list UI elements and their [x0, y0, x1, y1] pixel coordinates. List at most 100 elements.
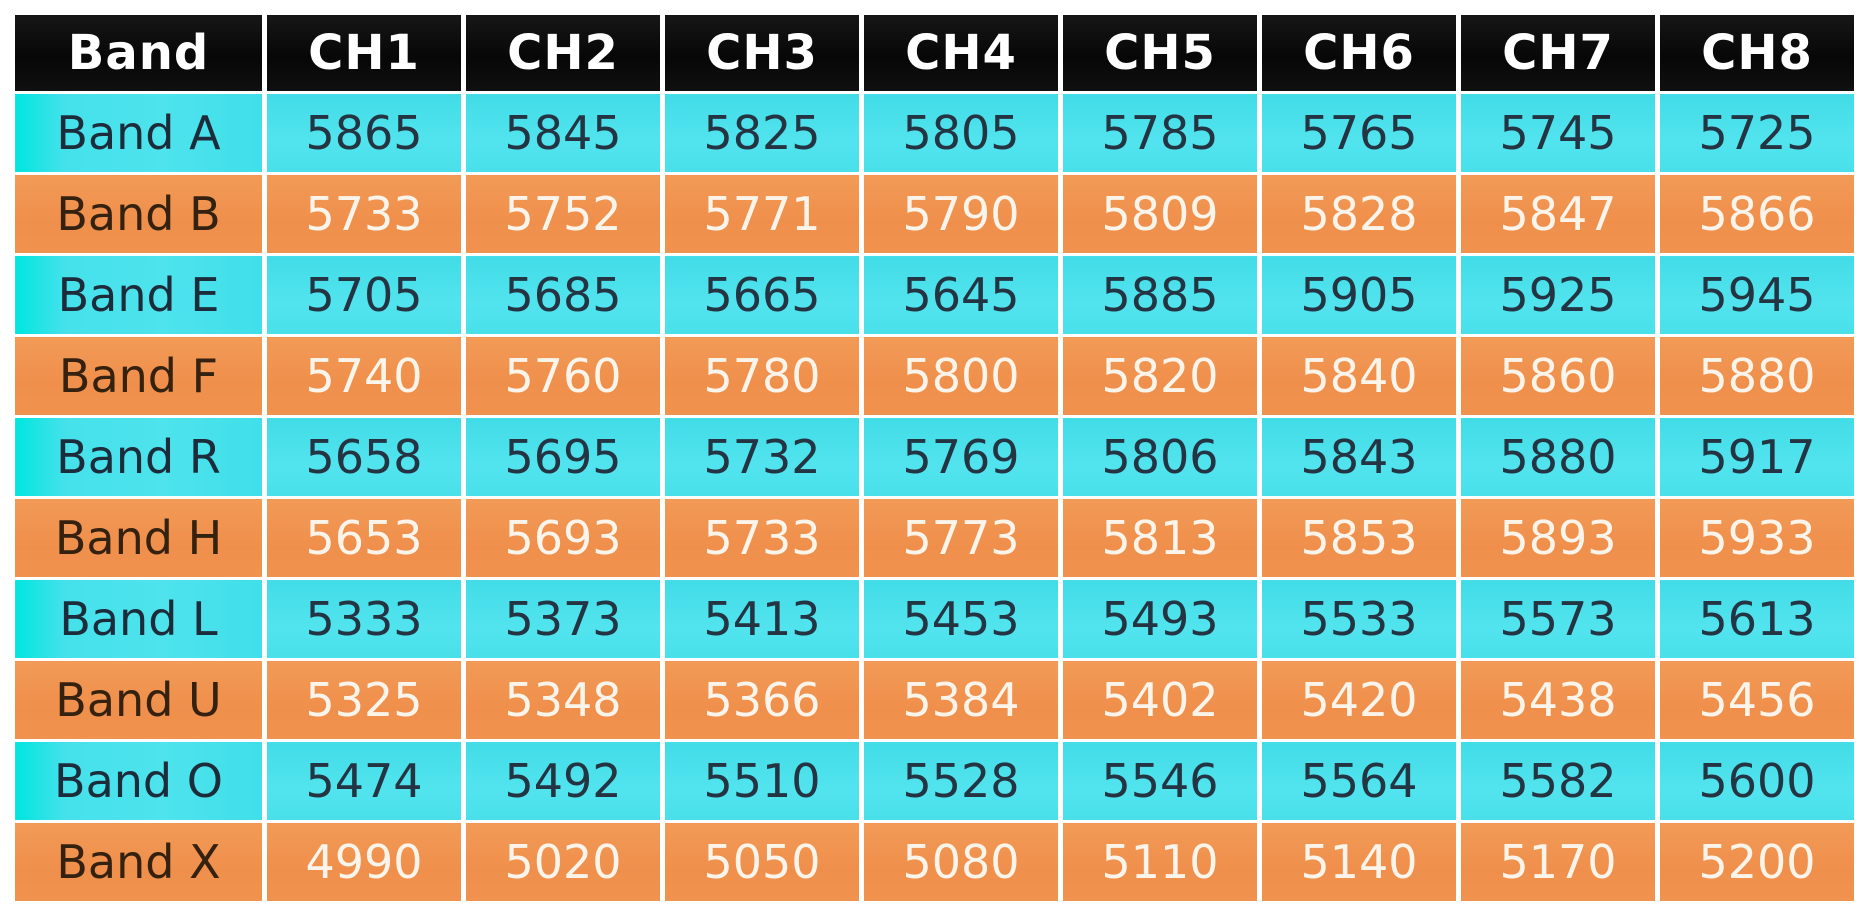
table-row-band-u: Band U 5325 5348 5366 5384 5402 5420 5438 5456: [10, 658, 1859, 742]
frequency-cell: 5366: [660, 658, 864, 742]
table-row-band-f: Band F 5740 5760 5780 5800 5820 5840 5860 5880: [10, 334, 1859, 418]
frequency-cell: 5373: [461, 577, 665, 661]
frequency-cell: 5333: [262, 577, 466, 661]
table-row-band-b: Band B 5733 5752 5771 5790 5809 5828 5847 5866: [10, 172, 1859, 256]
frequency-cell: 5732: [660, 415, 864, 499]
frequency-cell: 5785: [1058, 91, 1262, 175]
frequency-cell: 5845: [461, 91, 665, 175]
band-label: Band A: [10, 91, 267, 175]
frequency-cell: 5843: [1257, 415, 1461, 499]
frequency-cell: 5402: [1058, 658, 1262, 742]
frequency-cell: 5733: [660, 496, 864, 580]
frequency-cell: 5665: [660, 253, 864, 337]
frequency-cell: 5453: [859, 577, 1063, 661]
table-header: Band CH1 CH2 CH3 CH4 CH5 CH6 CH7 CH8: [10, 12, 1859, 94]
column-header-ch8: CH8: [1655, 12, 1859, 94]
frequency-cell: 5860: [1456, 334, 1660, 418]
frequency-cell: 5492: [461, 739, 665, 823]
frequency-cell: 5813: [1058, 496, 1262, 580]
frequency-cell: 5905: [1257, 253, 1461, 337]
frequency-cell: 5725: [1655, 91, 1859, 175]
frequency-cell: 5933: [1655, 496, 1859, 580]
frequency-cell: 5865: [262, 91, 466, 175]
frequency-cell: 5573: [1456, 577, 1660, 661]
frequency-cell: 5820: [1058, 334, 1262, 418]
table-row-band-r: Band R 5658 5695 5732 5769 5806 5843 5880 5917: [10, 415, 1859, 499]
column-header-ch4: CH4: [859, 12, 1063, 94]
table-body: Band A 5865 5845 5825 5805 5785 5765 5745 5725 Ba…: [10, 91, 1859, 904]
frequency-cell: 5752: [461, 172, 665, 256]
frequency-cell: 5773: [859, 496, 1063, 580]
column-header-ch6: CH6: [1257, 12, 1461, 94]
table-row-band-e: Band E 5705 5685 5665 5645 5885 5905 5925 5945: [10, 253, 1859, 337]
band-label: Band F: [10, 334, 267, 418]
table-row-band-x: Band X 4990 5020 5050 5080 5110 5140 5170 5200: [10, 820, 1859, 904]
frequency-cell: 5945: [1655, 253, 1859, 337]
frequency-cell: 5582: [1456, 739, 1660, 823]
frequency-cell: 5200: [1655, 820, 1859, 904]
band-label: Band E: [10, 253, 267, 337]
frequency-cell: 5806: [1058, 415, 1262, 499]
frequency-cell: 5653: [262, 496, 466, 580]
frequency-cell: 4990: [262, 820, 466, 904]
frequency-cell: 5880: [1655, 334, 1859, 418]
frequency-cell: 5510: [660, 739, 864, 823]
frequency-cell: 5745: [1456, 91, 1660, 175]
frequency-cell: 5825: [660, 91, 864, 175]
frequency-cell: 5847: [1456, 172, 1660, 256]
frequency-cell: 5533: [1257, 577, 1461, 661]
frequency-cell: 5170: [1456, 820, 1660, 904]
frequency-cell: 5080: [859, 820, 1063, 904]
frequency-cell: 5693: [461, 496, 665, 580]
table-row-band-a: Band A 5865 5845 5825 5805 5785 5765 5745 5725: [10, 91, 1859, 175]
frequency-cell: 5420: [1257, 658, 1461, 742]
frequency-cell: 5769: [859, 415, 1063, 499]
frequency-cell: 5695: [461, 415, 665, 499]
frequency-cell: 5771: [660, 172, 864, 256]
frequency-cell: 5413: [660, 577, 864, 661]
frequency-cell: 5384: [859, 658, 1063, 742]
frequency-cell: 5658: [262, 415, 466, 499]
frequency-cell: 5805: [859, 91, 1063, 175]
frequency-cell: 5685: [461, 253, 665, 337]
frequency-cell: 5050: [660, 820, 864, 904]
frequency-cell: 5020: [461, 820, 665, 904]
frequency-cell: 5564: [1257, 739, 1461, 823]
column-header-band: Band: [10, 12, 267, 94]
column-header-ch1: CH1: [262, 12, 466, 94]
frequency-cell: 5866: [1655, 172, 1859, 256]
band-label: Band B: [10, 172, 267, 256]
frequency-cell: 5853: [1257, 496, 1461, 580]
frequency-cell: 5828: [1257, 172, 1461, 256]
column-header-ch5: CH5: [1058, 12, 1262, 94]
frequency-cell: 5840: [1257, 334, 1461, 418]
table-row-band-h: Band H 5653 5693 5733 5773 5813 5853 5893 5933: [10, 496, 1859, 580]
frequency-cell: 5348: [461, 658, 665, 742]
band-channel-frequency-table: Band CH1 CH2 CH3 CH4 CH5 CH6 CH7 CH8 Band A 5865 5…: [10, 12, 1859, 904]
band-label: Band L: [10, 577, 267, 661]
frequency-cell: 5809: [1058, 172, 1262, 256]
frequency-cell: 5546: [1058, 739, 1262, 823]
frequency-cell: 5790: [859, 172, 1063, 256]
frequency-cell: 5780: [660, 334, 864, 418]
table-row-band-o: Band O 5474 5492 5510 5528 5546 5564 5582 5600: [10, 739, 1859, 823]
band-label: Band O: [10, 739, 267, 823]
frequency-cell: 5733: [262, 172, 466, 256]
frequency-cell: 5110: [1058, 820, 1262, 904]
frequency-cell: 5765: [1257, 91, 1461, 175]
frequency-cell: 5645: [859, 253, 1063, 337]
frequency-cell: 5613: [1655, 577, 1859, 661]
frequency-cell: 5528: [859, 739, 1063, 823]
frequency-cell: 5880: [1456, 415, 1660, 499]
table-row-band-l: Band L 5333 5373 5413 5453 5493 5533 5573 5613: [10, 577, 1859, 661]
frequency-cell: 5917: [1655, 415, 1859, 499]
frequency-cell: 5925: [1456, 253, 1660, 337]
frequency-cell: 5705: [262, 253, 466, 337]
frequency-cell: 5800: [859, 334, 1063, 418]
frequency-cell: 5325: [262, 658, 466, 742]
band-label: Band H: [10, 496, 267, 580]
frequency-cell: 5885: [1058, 253, 1262, 337]
frequency-table-wrap: Band CH1 CH2 CH3 CH4 CH5 CH6 CH7 CH8 Band A 5865 5…: [10, 12, 1859, 904]
frequency-cell: 5474: [262, 739, 466, 823]
